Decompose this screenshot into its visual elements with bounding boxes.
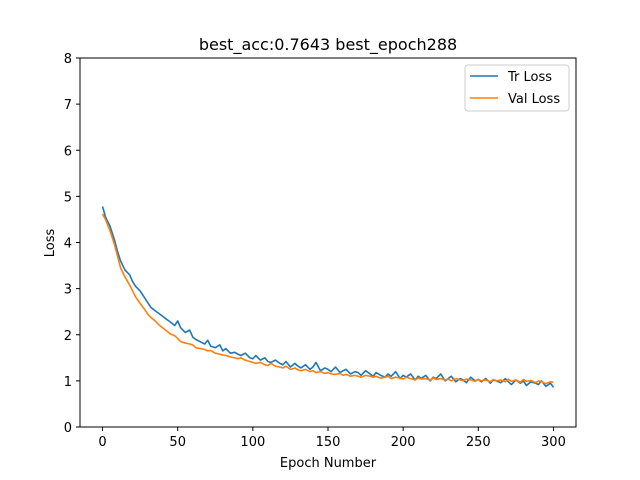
- y-axis-label: Loss: [43, 229, 58, 258]
- y-tick-label: 6: [64, 144, 72, 159]
- legend-label-tr-loss: Tr Loss: [507, 70, 552, 85]
- x-tick-label: 50: [169, 435, 186, 450]
- chart-title: best_acc:0.7643 best_epoch288: [199, 35, 457, 55]
- y-tick-label: 2: [64, 329, 72, 344]
- x-tick-label: 0: [98, 435, 106, 450]
- x-axis-label: Epoch Number: [280, 456, 377, 471]
- y-tick-label: 5: [64, 190, 72, 205]
- x-tick-label: 250: [466, 435, 491, 450]
- series-line-val-loss: [101, 213, 554, 385]
- y-tick-label: 3: [64, 283, 72, 298]
- legend: Tr Loss Val Loss: [464, 64, 570, 112]
- y-tick-label: 7: [64, 98, 72, 113]
- plot-area: [101, 206, 555, 388]
- legend-label-val-loss: Val Loss: [508, 92, 560, 107]
- x-tick-label: 200: [391, 435, 416, 450]
- y-axis: 0 1 2 3 4 5 6 7 8: [64, 52, 80, 436]
- x-tick-label: 100: [240, 435, 265, 450]
- x-axis: 0 50 100 150 200 250 300: [98, 427, 566, 450]
- x-tick-label: 300: [541, 435, 566, 450]
- y-tick-label: 4: [64, 237, 72, 252]
- y-tick-label: 8: [64, 52, 72, 67]
- x-tick-label: 150: [316, 435, 341, 450]
- y-tick-label: 0: [64, 421, 72, 436]
- y-tick-label: 1: [64, 375, 72, 390]
